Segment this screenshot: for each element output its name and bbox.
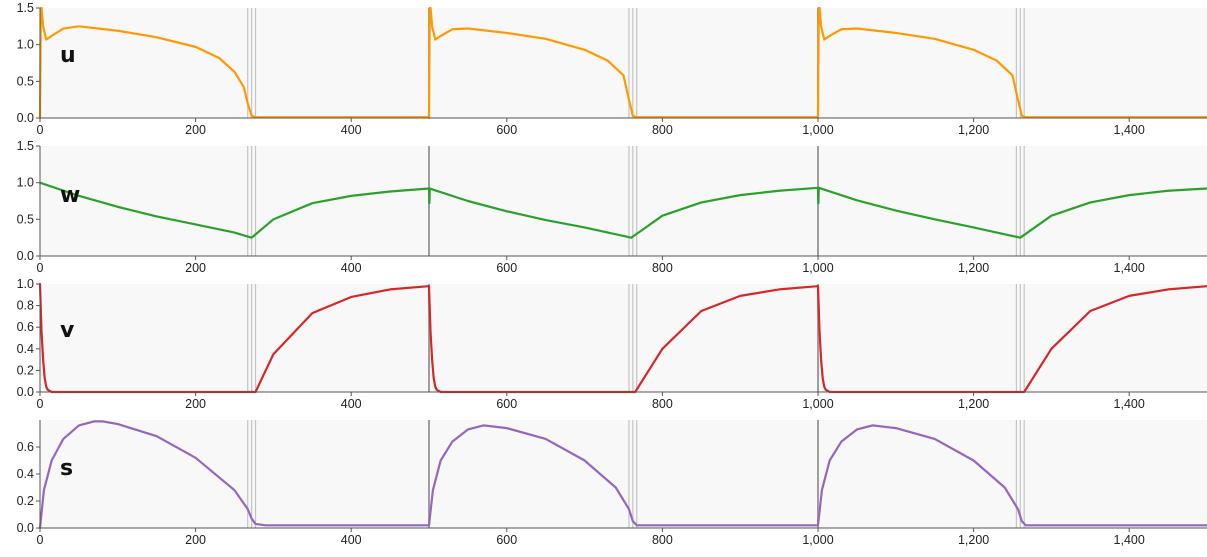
y-tick-label: 0.0 [17,521,34,535]
x-tick-label: 600 [496,397,517,411]
y-tick-label: 1.0 [17,277,34,291]
x-tick-label: 1,400 [1114,533,1145,547]
x-tick-label: 1,400 [1114,397,1145,411]
y-tick-label: 0.5 [17,212,34,226]
y-tick-label: 0.5 [17,74,34,88]
x-tick-label: 1,400 [1114,123,1145,137]
y-tick-label: 0.4 [17,342,34,356]
x-tick-label: 800 [652,123,673,137]
x-tick-label: 800 [652,261,673,275]
x-tick-label: 1,200 [958,397,989,411]
x-tick-label: 0 [37,397,44,411]
x-tick-label: 1,000 [802,123,833,137]
x-tick-label: 400 [341,533,362,547]
plot-background [40,146,1207,256]
x-tick-label: 200 [185,397,206,411]
y-tick-label: 1.5 [17,1,34,15]
plot-background [40,284,1207,392]
chart-panel-v: 0 200 400 600 800 1,000 1,200 1,400 0.0 0.2 0.4 0.6… [17,277,1207,411]
x-tick-label: 200 [185,533,206,547]
x-tick-label: 600 [496,533,517,547]
panel-label-v: v [60,318,75,343]
series-line-w [38,181,1207,239]
x-tick-label: 800 [652,397,673,411]
y-tick-label: 0.6 [17,440,34,454]
plot-background [40,8,1207,118]
x-tick-label: 400 [341,123,362,137]
y-tick-label: 0.4 [17,467,34,481]
y-tick-label: 1.0 [17,176,34,190]
y-tick-label: 0.0 [17,111,34,125]
x-tick-label: 600 [496,123,517,137]
y-tick-label: 0.8 [17,299,34,313]
y-tick-label: 0.0 [17,249,34,263]
y-tick-label: 0.2 [17,494,34,508]
y-tick-label: 0.0 [17,385,34,399]
y-tick-label: 1.5 [17,139,34,153]
y-tick-label: 0.2 [17,363,34,377]
x-tick-label: 1,200 [958,533,989,547]
x-tick-label: 600 [496,261,517,275]
series-line-u [38,6,1207,120]
y-tick-label: 1.0 [17,38,34,52]
x-tick-label: 1,200 [958,123,989,137]
plot-background [40,420,1207,528]
x-tick-label: 0 [37,261,44,275]
x-tick-label: 1,000 [802,397,833,411]
series-line-s [38,420,1207,530]
y-tick-label: 0.6 [17,320,34,334]
x-tick-label: 200 [185,123,206,137]
x-tick-label: 200 [185,261,206,275]
chart-panel-u: 0 200 400 600 800 1,000 1,200 1,400 0.0 0.5 1.0 1.5… [17,1,1207,137]
x-tick-label: 400 [341,261,362,275]
x-tick-label: 1,000 [802,261,833,275]
x-tick-label: 1,000 [802,533,833,547]
x-tick-label: 800 [652,533,673,547]
chart-panel-s: 0 200 400 600 800 1,000 1,200 1,400 0.0 0.2 0.4 0.6… [17,420,1207,547]
chart-panel-w: 0 200 400 600 800 1,000 1,200 1,400 0.0 0.5 1.0 1.5… [17,139,1207,275]
x-tick-label: 0 [37,533,44,547]
panel-label-s: s [60,456,73,481]
x-tick-label: 1,200 [958,261,989,275]
panel-label-u: u [60,43,76,68]
x-tick-label: 400 [341,397,362,411]
x-tick-label: 1,400 [1114,261,1145,275]
x-tick-label: 0 [37,123,44,137]
panel-label-w: w [60,183,80,208]
